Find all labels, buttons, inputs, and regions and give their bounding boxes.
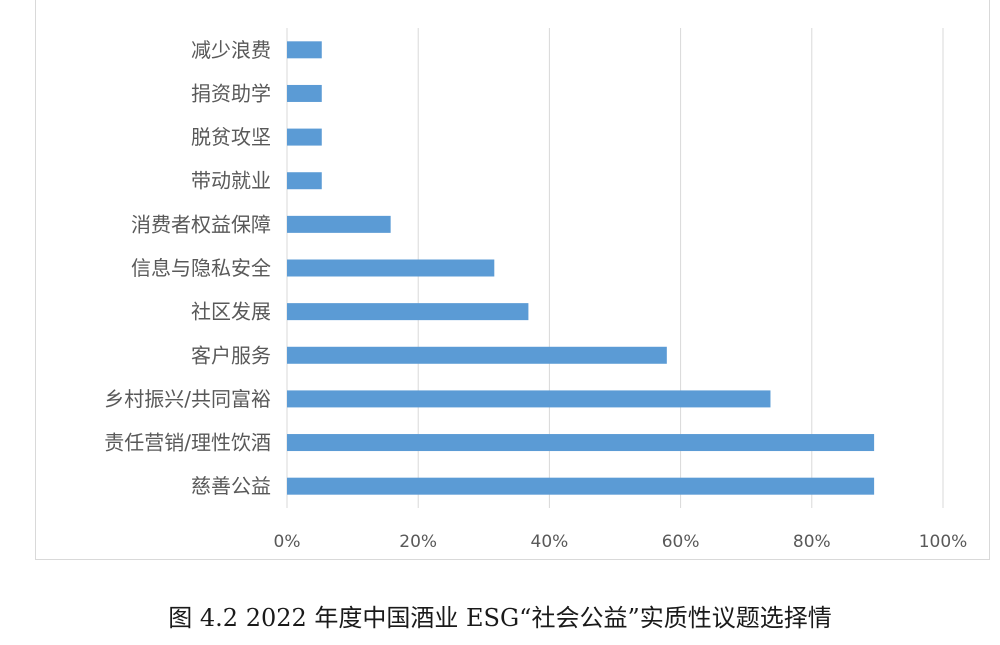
category-label: 减少浪费 (191, 38, 271, 62)
x-tick-label: 20% (399, 532, 437, 552)
category-label: 社区发展 (191, 300, 271, 324)
x-tick-label: 80% (793, 532, 831, 552)
bar (287, 259, 495, 277)
bar (287, 303, 529, 321)
bar (287, 41, 322, 59)
category-label: 信息与隐私安全 (131, 256, 271, 280)
category-label: 责任营销/理性饮酒 (104, 431, 271, 455)
category-label: 捐资助学 (191, 81, 271, 105)
figure-caption: 图 4.2 2022 年度中国酒业 ESG“社会公益”实质性议题选择情 (168, 604, 832, 632)
bar (287, 434, 875, 452)
bar (287, 346, 667, 364)
category-label: 消费者权益保障 (131, 212, 271, 236)
category-label: 带动就业 (191, 169, 271, 193)
category-label: 慈善公益 (191, 474, 271, 498)
bar (287, 477, 875, 495)
bar (287, 84, 322, 102)
bar (287, 215, 391, 233)
bar-chart: 0% 20% 40% 60% 80% 100% 减少浪费捐资助学脱贫攻坚带动就业消费者权益保… (104, 28, 968, 552)
category-label: 脱贫攻坚 (191, 125, 271, 149)
bar (287, 128, 322, 146)
x-tick-label: 60% (662, 532, 700, 552)
chart-frame (35, 0, 990, 560)
bar (287, 172, 322, 190)
bar (287, 390, 771, 408)
x-tick-label: 0% (274, 532, 301, 552)
category-label: 乡村振兴/共同富裕 (104, 387, 271, 411)
x-tick-label: 100% (919, 532, 968, 552)
category-label: 客户服务 (191, 343, 271, 367)
x-tick-label: 40% (531, 532, 569, 552)
